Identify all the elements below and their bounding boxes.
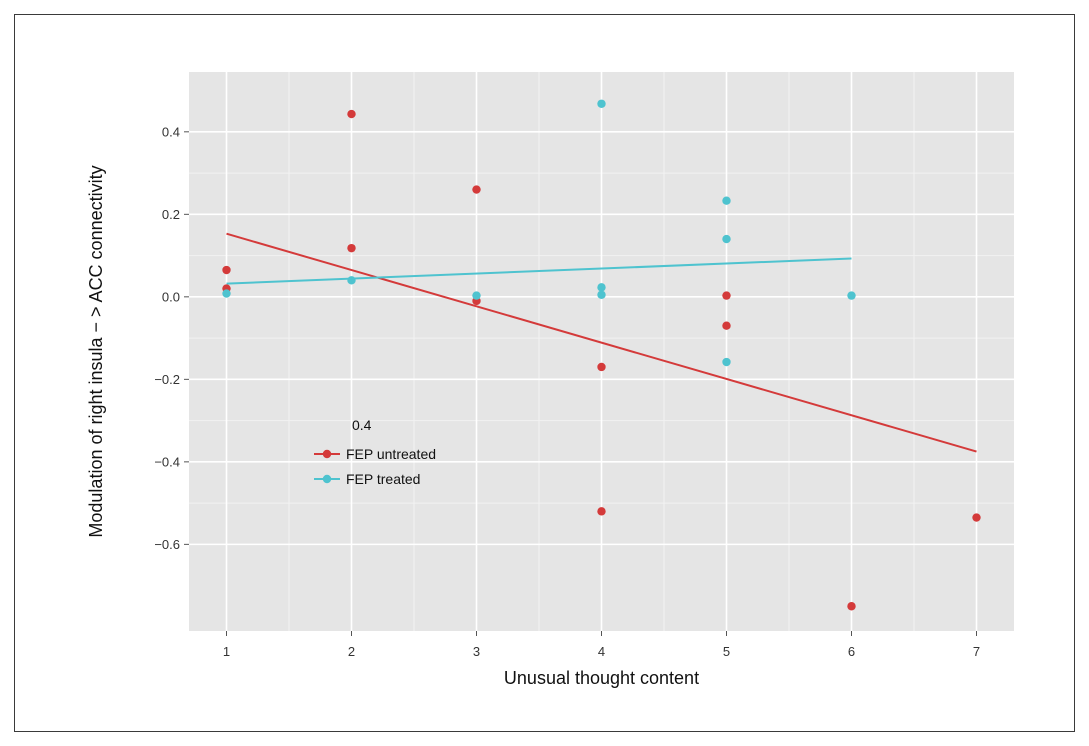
y-axis: 0.4 0.2 0.0 −0.2 −0.4 −0.6 xyxy=(154,124,189,552)
x-tick-label: 5 xyxy=(723,644,730,659)
legend-key-point xyxy=(322,449,332,459)
data-point xyxy=(222,265,231,275)
y-tick-label: 0.2 xyxy=(162,207,180,222)
data-point xyxy=(972,513,981,522)
data-point xyxy=(847,602,856,611)
fit-line xyxy=(226,257,852,285)
data-point xyxy=(597,99,606,108)
data-point xyxy=(847,291,856,300)
legend-label: FEP untreated xyxy=(346,446,436,462)
grid-major xyxy=(189,72,1014,631)
x-tick-label: 1 xyxy=(223,644,230,659)
legend-key-point xyxy=(322,474,332,484)
data-point xyxy=(222,289,231,298)
data-point xyxy=(722,291,731,300)
y-tick-label: −0.6 xyxy=(154,537,180,552)
legend: 0.4 FEP untreated FEP treated xyxy=(314,417,436,487)
data-point xyxy=(722,357,731,367)
data-point xyxy=(722,196,731,205)
y-tick-label: 0.0 xyxy=(162,289,180,304)
legend-label: FEP treated xyxy=(346,471,420,487)
y-tick-label: −0.2 xyxy=(154,372,180,387)
data-point xyxy=(472,185,481,194)
y-axis-title: Modulation of right insula − > ACC conne… xyxy=(86,165,106,537)
data-point xyxy=(722,321,731,330)
data-point xyxy=(347,109,356,119)
data-points xyxy=(222,99,981,611)
y-tick-label: −0.4 xyxy=(154,454,180,469)
x-tick-label: 2 xyxy=(348,644,355,659)
data-point xyxy=(597,290,606,299)
data-point xyxy=(472,291,481,300)
data-point xyxy=(597,362,606,372)
data-point xyxy=(722,234,731,244)
data-point xyxy=(597,507,606,516)
x-tick-label: 7 xyxy=(973,644,980,659)
x-axis: 1 2 3 4 5 6 7 xyxy=(223,631,980,659)
data-point xyxy=(597,283,606,292)
data-point xyxy=(347,243,356,253)
y-tick-label: 0.4 xyxy=(162,124,180,139)
x-tick-label: 4 xyxy=(598,644,605,659)
data-point xyxy=(347,276,356,285)
fit-lines xyxy=(226,232,977,453)
fit-line xyxy=(226,232,977,453)
x-tick-label: 6 xyxy=(848,644,855,659)
legend-title: 0.4 xyxy=(352,417,372,433)
x-axis-title: Unusual thought content xyxy=(504,668,699,688)
x-tick-label: 3 xyxy=(473,644,480,659)
